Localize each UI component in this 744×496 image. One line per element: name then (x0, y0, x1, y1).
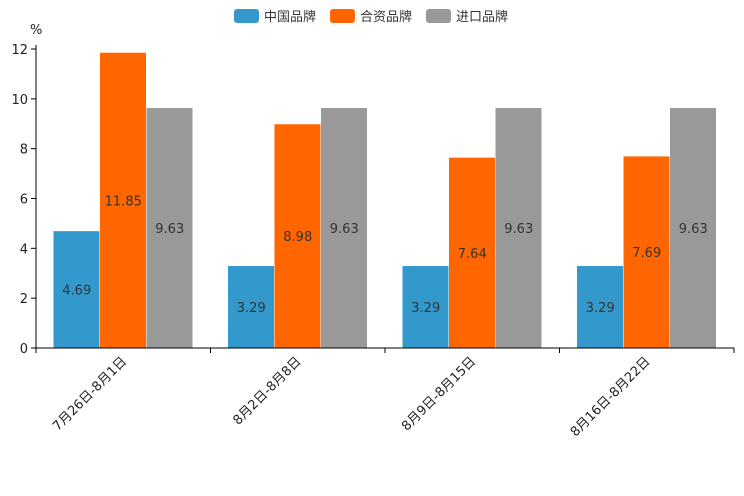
y-axis: 0 2 4 6 8 10 12 (11, 43, 37, 357)
legend-swatch (234, 9, 259, 23)
legend-label: 中国品牌 (264, 9, 316, 25)
data-label: 9.63 (330, 222, 359, 237)
data-label: 9.63 (155, 222, 184, 237)
y-tick-label: 0 (20, 342, 28, 357)
data-label: 7.64 (458, 247, 487, 262)
x-category-label: 7月26日-8月1日 (50, 354, 130, 434)
data-label: 8.98 (283, 230, 312, 245)
legend-swatch (426, 9, 451, 23)
legend-label: 进口品牌 (456, 9, 508, 25)
legend-swatch (330, 9, 355, 23)
y-tick-label: 8 (20, 143, 28, 158)
y-tick-label: 10 (11, 93, 28, 108)
data-label: 4.69 (62, 284, 91, 299)
y-axis-unit-label: % (30, 23, 42, 38)
bar (670, 108, 716, 349)
bar (146, 108, 193, 349)
bar (402, 266, 449, 348)
bar (274, 124, 321, 348)
data-label: 3.29 (586, 301, 615, 316)
bar (321, 108, 367, 349)
data-label: 3.29 (237, 301, 266, 316)
bar (623, 156, 670, 348)
x-category-label: 8月2日-8月8日 (230, 354, 304, 428)
legend-item[interactable]: 进口品牌 (426, 9, 508, 25)
x-axis: 7月26日-8月1日 8月2日-8月8日 8月9日-8月15日 8月16日-8月22日 (35, 347, 735, 440)
y-tick-label: 2 (20, 292, 28, 307)
bar (100, 52, 146, 349)
data-label: 9.63 (679, 222, 708, 237)
x-category-label: 8月9日-8月15日 (399, 354, 479, 434)
legend-label: 合资品牌 (360, 9, 412, 25)
y-tick-label: 12 (11, 43, 28, 58)
y-tick-label: 6 (20, 193, 28, 208)
legend-item[interactable]: 中国品牌 (234, 9, 316, 25)
data-label: 11.85 (105, 194, 142, 209)
data-label: 9.63 (504, 222, 533, 237)
x-category-label: 8月16日-8月22日 (568, 354, 654, 440)
legend: 中国品牌 合资品牌 进口品牌 (234, 9, 508, 25)
bar (449, 157, 495, 348)
bars: 4.69 11.85 9.63 3.29 8.98 9.63 3.29 7.64 9.63 3.2… (53, 52, 716, 349)
bar (577, 266, 623, 348)
bar (495, 108, 542, 349)
legend-item[interactable]: 合资品牌 (330, 9, 412, 25)
y-tick-label: 4 (20, 242, 28, 257)
bar (228, 266, 274, 348)
data-label: 3.29 (411, 301, 440, 316)
bar (53, 231, 100, 348)
data-label: 7.69 (632, 246, 661, 261)
